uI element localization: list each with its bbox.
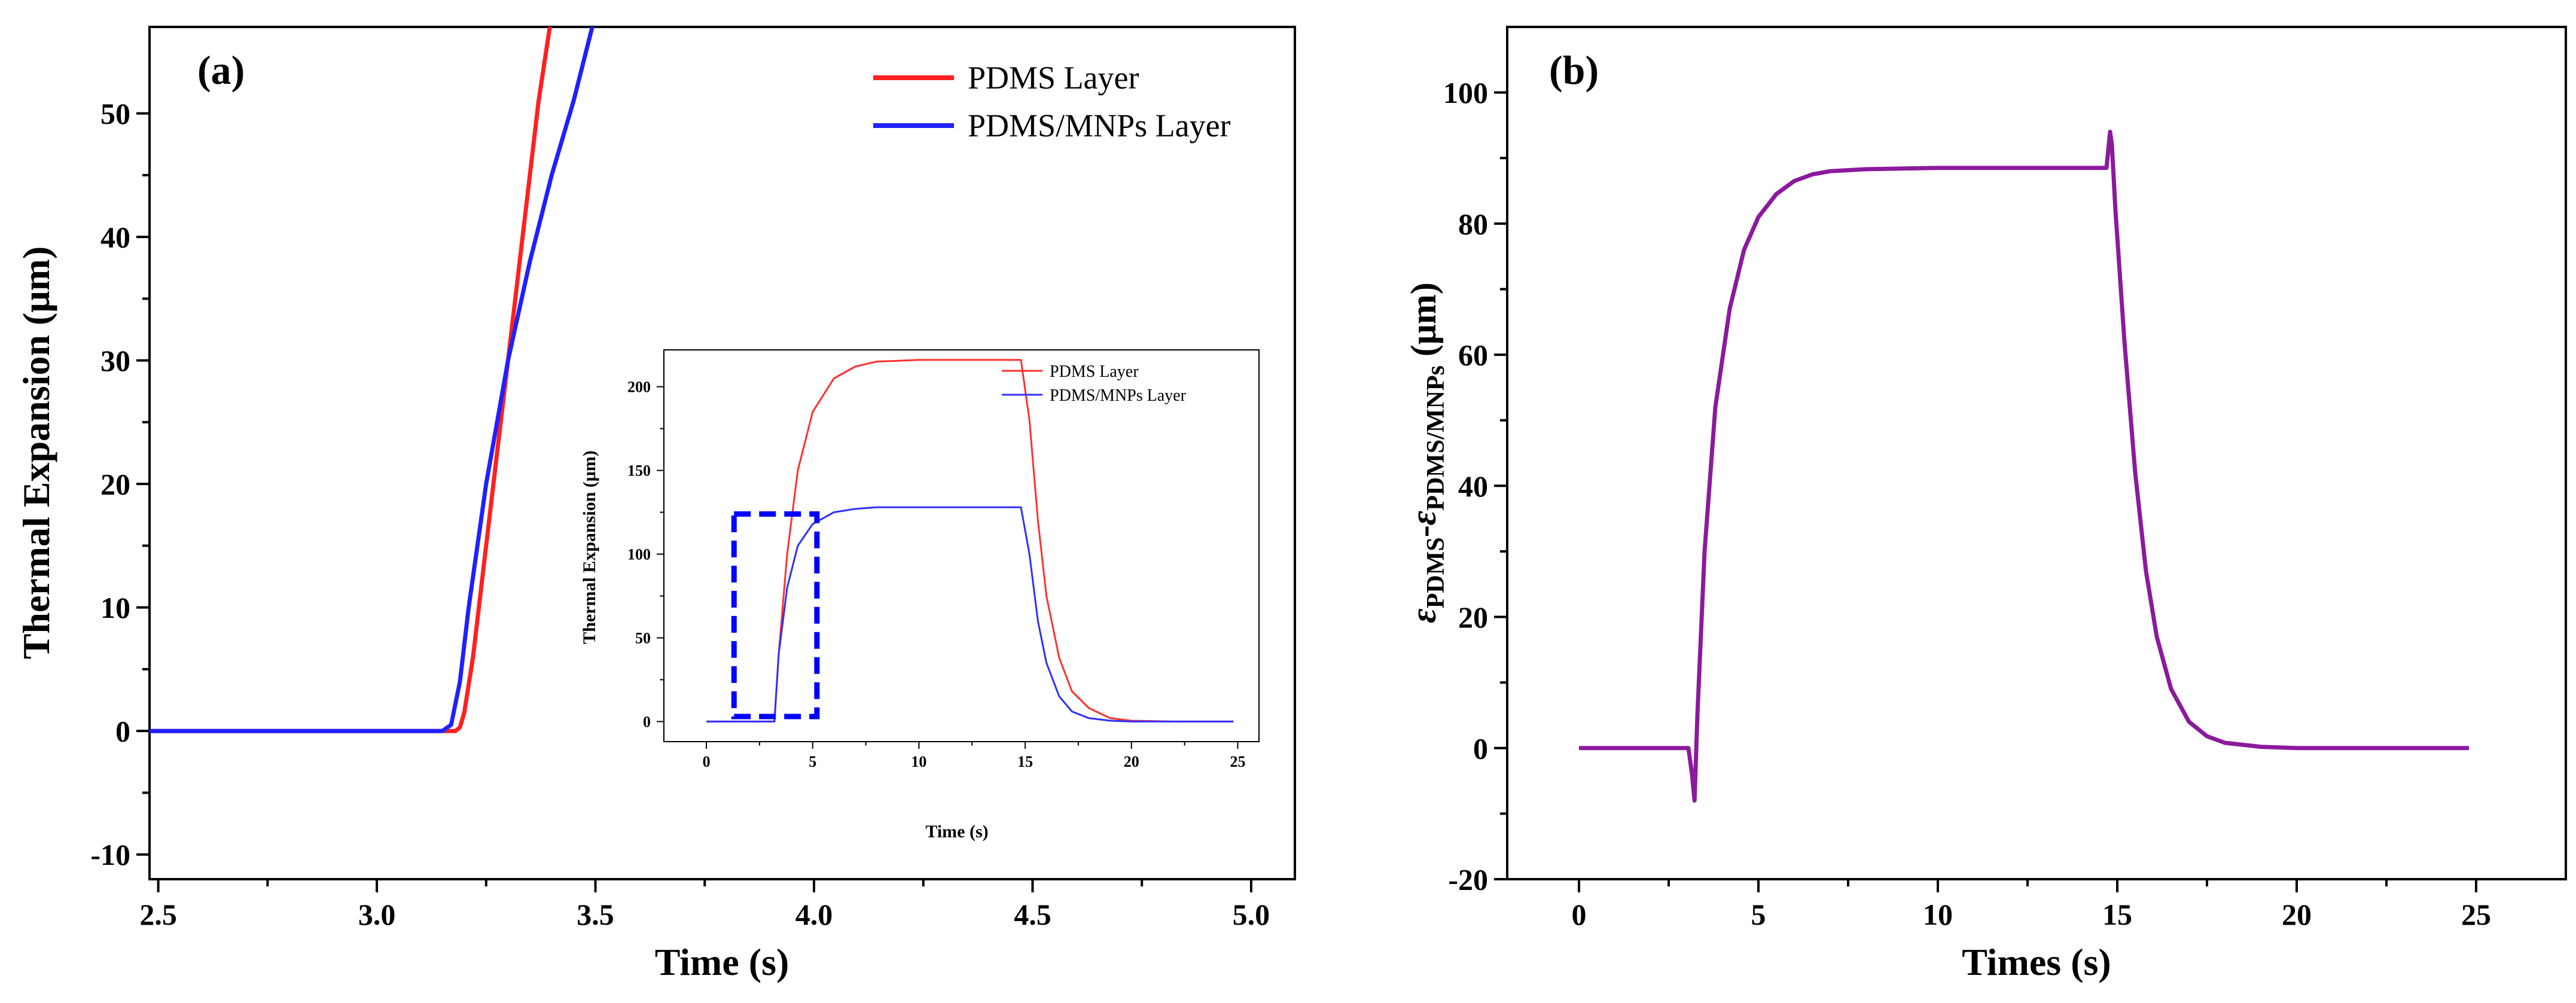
inset-x-ticks: 0 5 10 15 20 25 xyxy=(703,742,1245,770)
x-tick-label: 25 xyxy=(2461,898,2491,931)
y-title-epsilon-2: ε xyxy=(1404,510,1443,525)
panel-a-y-ticks: -10 0 10 20 30 40 50 xyxy=(90,97,150,871)
y-tick-label: 30 xyxy=(100,344,130,377)
panel-a-legend: PDMS Layer PDMS/MNPs Layer xyxy=(873,60,1231,144)
inset-x-axis-title: Time (s) xyxy=(925,822,988,842)
x-tick-label: 4.5 xyxy=(1014,898,1051,931)
y-tick-label: 0 xyxy=(1473,731,1488,765)
y-title-sub-pdms: PDMS xyxy=(1422,537,1450,608)
y-title-unit: (μm) xyxy=(1404,282,1443,365)
inset-series xyxy=(706,359,1234,722)
series-line-0 xyxy=(1579,129,2469,803)
y-tick-label: -10 xyxy=(90,838,130,871)
panel-a-inset-chart: 0 5 10 15 20 25 0 50 100 150 200 Time (s) Thermal… xyxy=(580,349,1260,842)
legend-label-pdms: PDMS Layer xyxy=(968,60,1139,96)
panel-b-label: (b) xyxy=(1549,47,1599,93)
inset-highlight-box xyxy=(731,511,820,720)
x-tick-label: 2.5 xyxy=(139,898,177,931)
y-tick-label: 100 xyxy=(627,546,651,563)
series-line-0 xyxy=(706,359,1234,722)
panel-b-x-ticks: 0 5 10 15 20 25 xyxy=(1572,879,2491,931)
y-tick-label: 50 xyxy=(635,630,651,647)
series-line-1 xyxy=(150,27,595,733)
inset-background xyxy=(663,349,1260,742)
panel-b-y-axis-title: εPDMS-εPDMS/MNPs (μm) xyxy=(1404,282,1450,623)
y-tick-label: 150 xyxy=(627,462,651,480)
x-tick-label: 3.5 xyxy=(577,898,614,931)
x-tick-label: 10 xyxy=(1923,898,1953,931)
x-tick-label: 20 xyxy=(2282,898,2312,931)
y-tick-label: 20 xyxy=(100,468,130,501)
x-tick-label: 15 xyxy=(1017,753,1033,770)
panel-b-x-axis-title: Times (s) xyxy=(1962,941,2111,983)
y-tick-label: 80 xyxy=(1458,207,1488,240)
inset-y-axis-title: Thermal Expansion (μm) xyxy=(580,450,599,644)
panel-a-x-ticks: 2.5 3.0 3.5 4.0 4.5 5.0 xyxy=(139,879,1270,931)
inset-legend-label-pdms-mnps: PDMS/MNPs Layer xyxy=(1050,386,1187,405)
inset-legend: PDMS Layer PDMS/MNPs Layer xyxy=(1002,362,1187,405)
series-line-0 xyxy=(150,27,552,733)
x-tick-label: 5.0 xyxy=(1233,898,1270,931)
panel-a-series xyxy=(150,27,595,733)
y-tick-label: -20 xyxy=(1448,863,1488,897)
x-tick-label: 4.0 xyxy=(795,898,833,931)
y-tick-label: 50 xyxy=(100,97,130,130)
y-title-sub-pdms-mnps: PDMS/MNPs xyxy=(1422,365,1450,511)
legend-label-pdms-mnps: PDMS/MNPs Layer xyxy=(968,108,1231,144)
x-tick-label: 0 xyxy=(1572,898,1587,931)
x-tick-label: 5 xyxy=(809,753,816,770)
x-tick-label: 15 xyxy=(2102,898,2132,931)
series-line-1 xyxy=(706,506,1234,722)
x-tick-label: 3.0 xyxy=(358,898,396,931)
panel-b-y-ticks: -20 0 20 40 60 80 100 xyxy=(1443,76,1507,897)
y-tick-label: 40 xyxy=(1458,470,1488,503)
y-tick-label: 10 xyxy=(100,591,130,624)
y-tick-label: 100 xyxy=(1443,76,1488,109)
x-tick-label: 20 xyxy=(1124,753,1139,770)
y-tick-label: 40 xyxy=(100,221,130,254)
y-title-dash: - xyxy=(1404,525,1443,537)
panel-a-plot-frame xyxy=(148,26,1296,880)
x-tick-label: 5 xyxy=(1751,898,1766,931)
panel-b-chart: 0 5 10 15 20 25 -20 0 20 40 60 80 100 (b) Times (s)… xyxy=(1404,26,2567,983)
y-tick-label: 0 xyxy=(115,715,130,748)
y-tick-label: 60 xyxy=(1458,339,1488,372)
panel-b-plot-frame xyxy=(1506,26,2567,880)
panel-a-y-axis-title: Thermal Expansion (μm) xyxy=(15,246,57,660)
panel-a-label: (a) xyxy=(197,47,245,93)
y-tick-label: 200 xyxy=(627,379,651,396)
x-tick-label: 10 xyxy=(911,753,926,770)
y-tick-label: 20 xyxy=(1458,600,1488,634)
inset-y-ticks: 0 50 100 150 200 xyxy=(627,379,664,731)
panel-a-x-axis-title: Time (s) xyxy=(655,941,789,983)
panel-b-series xyxy=(1579,129,2469,803)
y-tick-label: 0 xyxy=(643,714,651,731)
x-tick-label: 25 xyxy=(1230,753,1245,770)
inset-legend-label-pdms: PDMS Layer xyxy=(1050,362,1139,381)
y-title-epsilon-1: ε xyxy=(1404,608,1443,623)
x-tick-label: 0 xyxy=(703,753,711,770)
